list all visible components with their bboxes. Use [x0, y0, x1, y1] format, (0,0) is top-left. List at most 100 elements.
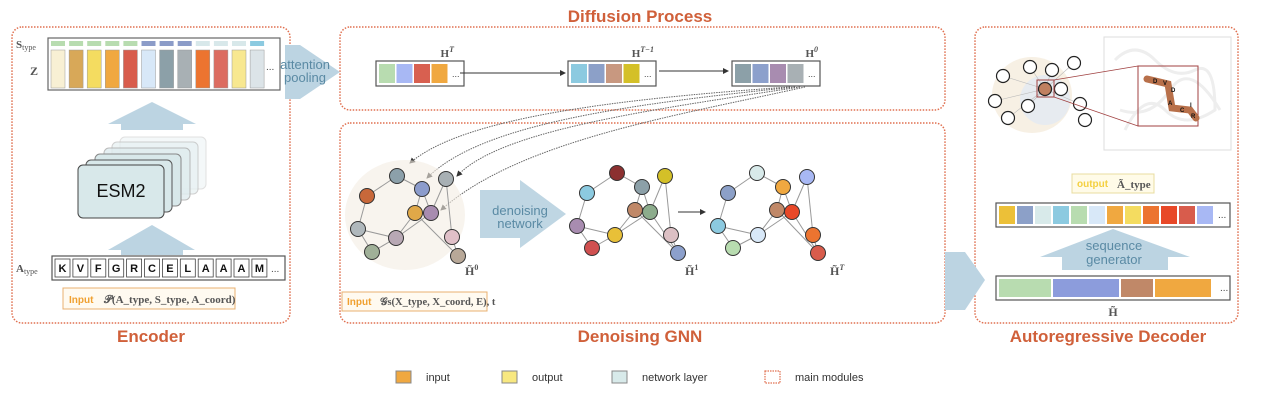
token-letter: K — [59, 263, 67, 275]
state-cell — [787, 64, 804, 83]
denoising-network-label: denoising — [492, 203, 548, 218]
gnn-input-box — [341, 291, 488, 312]
output-token-cell — [1197, 206, 1213, 224]
ellipsis: ... — [266, 62, 274, 73]
structure-node — [1066, 55, 1082, 71]
hidden-segment — [1155, 279, 1211, 297]
state-cell — [606, 64, 622, 83]
attention-pooling-label: pooling — [284, 70, 326, 85]
residue-backbone — [1143, 75, 1200, 122]
s-type-cell — [250, 41, 265, 46]
state-cell — [623, 64, 640, 83]
graph-node — [584, 240, 600, 256]
state-cell — [735, 64, 751, 83]
legend-label: input — [426, 372, 450, 384]
token-letter: A — [220, 263, 228, 275]
token-cell — [251, 258, 268, 278]
structure-node — [1020, 98, 1036, 114]
token-cell — [90, 258, 107, 278]
token-letter: G — [112, 263, 121, 275]
residue-letter: D — [1153, 79, 1158, 85]
graph-node — [579, 185, 595, 201]
legend-swatch — [611, 370, 628, 384]
attention-pooling-arrow — [285, 45, 340, 99]
ellipsis: ... — [808, 69, 816, 79]
decoder-module — [974, 26, 1239, 324]
ellipsis: ... — [644, 69, 652, 79]
legend: input output network layer main modules — [395, 370, 864, 384]
token-cell — [197, 258, 214, 278]
denoising-title: Denoising GNN — [578, 327, 703, 346]
residue-letter: A — [1168, 101, 1173, 107]
output-token-cell — [1089, 206, 1105, 224]
graph-node — [670, 245, 686, 261]
state-cell — [396, 64, 413, 83]
encoder-input-box — [62, 287, 236, 310]
legend-swatch — [501, 370, 518, 384]
graph-node — [710, 218, 726, 234]
token-cell — [144, 258, 160, 278]
ellipsis: ... — [452, 69, 460, 79]
structure-node — [1053, 81, 1069, 97]
graph-node — [663, 227, 679, 243]
graph-node — [720, 185, 736, 201]
embedding-column — [159, 49, 174, 89]
graph-node — [444, 229, 460, 245]
graph-label: H̃0 — [465, 263, 478, 278]
graph-node — [749, 165, 765, 181]
graph-node — [450, 248, 466, 264]
embedding-column — [213, 49, 229, 89]
s-type-cell — [232, 41, 246, 46]
s-type-cell — [141, 41, 156, 46]
graph-node — [805, 227, 821, 243]
diffusion-title: Diffusion Process — [568, 7, 713, 26]
output-token-cell — [999, 206, 1015, 224]
embedding-column — [177, 49, 192, 89]
embedding-column — [123, 49, 138, 89]
s-type-cell — [51, 41, 65, 46]
output-token-cell — [1161, 206, 1177, 224]
s-type-cell — [213, 41, 228, 46]
graph-node — [627, 202, 643, 218]
attention-pooling-label: attention — [280, 57, 330, 72]
graph-node — [609, 165, 625, 181]
projection-lines — [409, 86, 806, 211]
embedding-column — [195, 49, 211, 89]
sequence-generator-label: generator — [1086, 252, 1142, 267]
input-tag: Input — [347, 297, 372, 308]
graph-0: H̃0 — [345, 160, 478, 278]
legend-swatch — [764, 370, 781, 384]
graph-node — [359, 188, 375, 204]
token-cell — [179, 258, 196, 278]
output-tag: output — [1077, 179, 1109, 190]
graph-2: H̃T — [710, 165, 845, 278]
structure-node — [1022, 59, 1038, 75]
output-token-cell — [1179, 206, 1195, 224]
decoder-title: Autoregressive Decoder — [1010, 327, 1207, 346]
zoom-box — [1137, 65, 1199, 127]
structure-node — [1044, 62, 1060, 78]
token-cell — [215, 258, 232, 278]
output-formula: Ã_type — [1117, 179, 1151, 191]
s-type-label: Stype — [16, 39, 36, 52]
input-tag: Input — [69, 295, 94, 306]
esm2-stack — [77, 136, 207, 219]
output-token-cell — [1125, 206, 1141, 224]
graph-node — [350, 221, 366, 237]
state-cell — [588, 64, 605, 83]
hidden-label: H̃ — [1108, 305, 1118, 319]
output-token-cell — [1035, 206, 1051, 224]
token-letter: R — [130, 263, 138, 275]
z-label: Z — [30, 64, 38, 78]
residue-letter: C — [1180, 108, 1185, 114]
graph-label: H̃1 — [685, 263, 698, 278]
output-token-cell — [1071, 206, 1087, 224]
structure-node — [1077, 112, 1093, 128]
input-formula: 𝒫(A_type, S_type, A_coord) — [103, 293, 236, 306]
embedding-column — [141, 49, 156, 89]
legend-label: network layer — [642, 372, 708, 384]
graph-node — [364, 244, 380, 260]
residue-letter: D — [1171, 88, 1176, 94]
embedding-column — [86, 49, 102, 89]
